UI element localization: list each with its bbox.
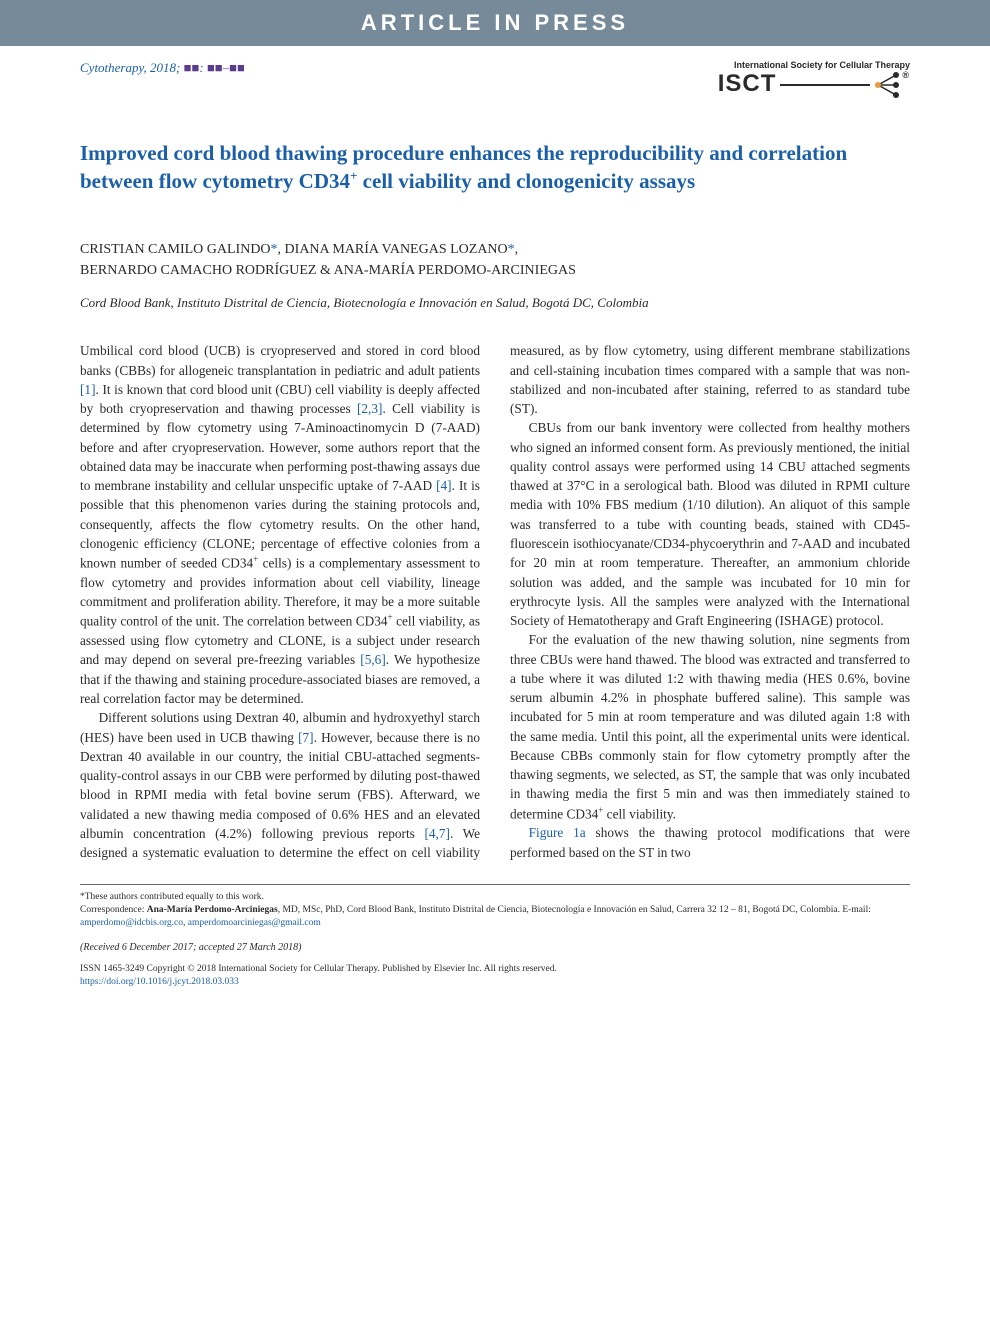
doi-link[interactable]: https://doi.org/10.1016/j.jcyt.2018.03.0… [80, 976, 910, 989]
corr-author: Ana-María Perdomo-Arciniegas [147, 905, 278, 915]
amp: & [320, 263, 331, 278]
copyright-line: ISSN 1465-3249 Copyright © 2018 Internat… [80, 963, 910, 976]
figure-1a-ref[interactable]: Figure 1a [529, 825, 586, 840]
correspondence: Correspondence: Ana-María Perdomo-Arcini… [80, 904, 910, 930]
sep: , [515, 242, 519, 257]
ref-4-7[interactable]: [4,7] [424, 826, 449, 841]
ref-4[interactable]: [4] [436, 478, 452, 493]
reg-mark: ® [902, 70, 910, 80]
isct-node-icon [874, 71, 902, 99]
footnotes: *These authors contributed equally to th… [0, 885, 990, 929]
star-2: * [508, 242, 515, 257]
isct-acronym: ISCT [718, 70, 777, 97]
pages-placeholder: ■■–■■ [207, 60, 245, 75]
journal-year: 2018 [150, 60, 176, 75]
received-dates: (Received 6 December 2017; accepted 27 M… [0, 930, 990, 953]
affiliation: Cord Blood Bank, Instituto Distrital de … [80, 295, 910, 311]
isct-line [780, 84, 870, 86]
author-4: ANA-MARÍA PERDOMO-ARCINIEGAS [334, 263, 576, 278]
main-content: Improved cord blood thawing procedure en… [0, 99, 990, 863]
corr-email-1[interactable]: amperdomo@idcbis.org.co [80, 918, 183, 928]
body-text: Umbilical cord blood (UCB) is cryopreser… [80, 341, 910, 862]
para-4: For the evaluation of the new thawing so… [510, 630, 910, 823]
para-5: Figure 1a shows the thawing protocol mod… [510, 823, 910, 862]
equal-contribution-note: *These authors contributed equally to th… [80, 891, 910, 904]
ref-2-3[interactable]: [2,3] [357, 401, 382, 416]
ref-1[interactable]: [1] [80, 382, 96, 397]
banner-text: ARTICLE IN PRESS [361, 10, 629, 36]
article-in-press-banner: ARTICLE IN PRESS [0, 0, 990, 46]
issn-block: ISSN 1465-3249 Copyright © 2018 Internat… [0, 953, 990, 990]
ref-7[interactable]: [7] [298, 730, 314, 745]
article-title: Improved cord blood thawing procedure en… [80, 139, 910, 196]
author-2: DIANA MARÍA VANEGAS LOZANO [285, 242, 508, 257]
author-3: BERNARDO CAMACHO RODRÍGUEZ [80, 263, 316, 278]
star-1: * [271, 242, 278, 257]
isct-subtext: International Society for Cellular Thera… [718, 60, 910, 70]
ref-5-6[interactable]: [5,6] [360, 652, 385, 667]
journal-citation: Cytotherapy, 2018; ■■: ■■–■■ [80, 60, 245, 76]
isct-main: ISCT ® [718, 70, 910, 99]
author-1: CRISTIAN CAMILO GALINDO [80, 242, 271, 257]
para-3: CBUs from our bank inventory were collec… [510, 418, 910, 630]
authors-block: CRISTIAN CAMILO GALINDO*, DIANA MARÍA VA… [80, 239, 910, 281]
citation-row: Cytotherapy, 2018; ■■: ■■–■■ Internation… [0, 46, 990, 99]
volume-placeholder: ■■ [184, 60, 200, 75]
corr-email-2[interactable]: amperdomoarciniegas@gmail.com [188, 918, 321, 928]
para-1: Umbilical cord blood (UCB) is cryopreser… [80, 341, 480, 708]
isct-logo: International Society for Cellular Thera… [718, 60, 910, 99]
journal-name: Cytotherapy [80, 60, 144, 75]
sep: , [278, 242, 282, 257]
title-post: cell viability and clonogenicity assays [357, 169, 695, 193]
